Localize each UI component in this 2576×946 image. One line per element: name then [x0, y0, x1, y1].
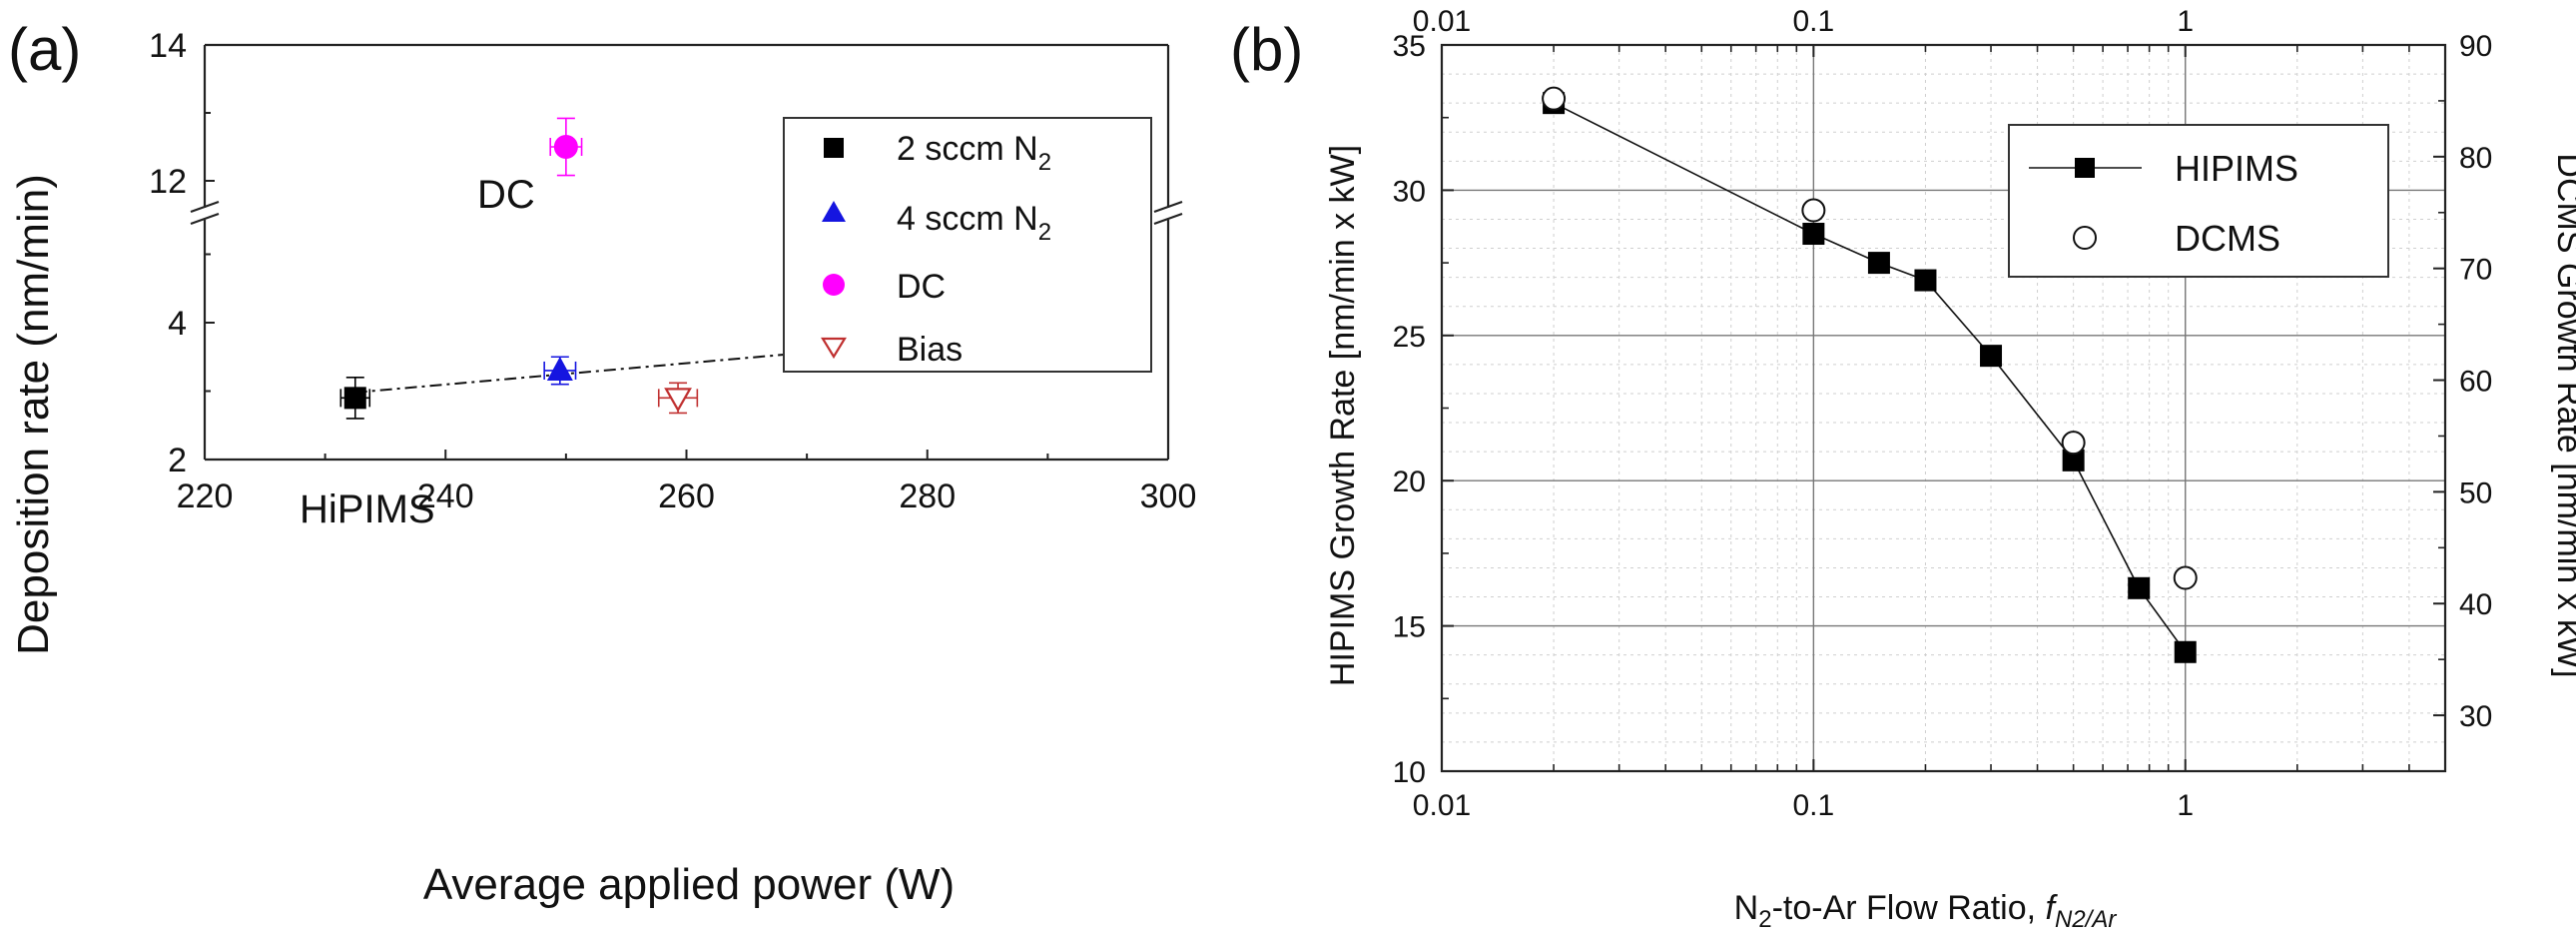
x-axis-title-b: N2-to-Ar Flow Ratio, fN2/Ar	[1734, 889, 2118, 933]
y-tick-label-a-12: 12	[149, 163, 187, 201]
x-tick-label-b-1: 1	[2177, 789, 2194, 822]
marker-dcms-0	[1542, 86, 1567, 111]
y2-tick-label-b-50: 50	[2459, 476, 2492, 509]
y2-tick-label-b-90: 90	[2459, 30, 2492, 63]
x-top-tick-label-b-0.01: 0.01	[1413, 5, 1471, 38]
marker-hipims-1	[1802, 223, 1825, 246]
legend-a-label-dc: DC	[897, 268, 946, 306]
legend-a-marker-bias	[821, 337, 847, 360]
legend-a-item-bias: Bias	[821, 331, 963, 369]
y2-axis-title-b: DCMS Growth Rate [nm/min x kW]	[2550, 153, 2576, 677]
legend-a-marker-dc	[823, 274, 845, 296]
y2-tick-label-b-80: 80	[2459, 142, 2492, 175]
marker-dcms-3	[2173, 565, 2198, 590]
panel-label-a: (a)	[8, 16, 81, 83]
y-tick-label-b-15: 15	[1393, 611, 1426, 644]
x-tick-label-a-280: 280	[899, 477, 956, 515]
marker-dcms-2	[2061, 431, 2086, 456]
y2-tick-label-b-70: 70	[2459, 254, 2492, 287]
x-top-tick-label-b-0.1: 0.1	[1793, 5, 1835, 38]
point-a-2-0	[549, 117, 583, 177]
annotation-dc: DC	[477, 173, 535, 217]
y-axis-title-a: Deposition rate (nm/min)	[9, 174, 58, 655]
legend-b-item-dcms: DCMS	[2073, 218, 2280, 259]
y-axis-title-b: HIPIMS Growth Rate [nm/min x kW]	[1324, 145, 1362, 686]
x-tick-label-a-300: 300	[1140, 477, 1197, 515]
annotation-hipims: HiPIMS	[300, 487, 435, 531]
point-a-3-0	[657, 382, 699, 415]
legend-b-box	[2008, 124, 2389, 278]
marker-hipims-7	[2174, 640, 2197, 663]
legend-a-item-dc: DC	[823, 268, 946, 306]
point-a-0-0	[339, 376, 371, 420]
legend-a-label-bias: Bias	[897, 331, 963, 369]
y2-tick-label-b-40: 40	[2459, 588, 2492, 621]
y-tick-label-a-14: 14	[149, 27, 187, 65]
legend-b-item-hipims: HIPIMS	[2029, 148, 2298, 189]
y-tick-label-a-2: 2	[168, 442, 187, 479]
legend-b-marker-dcms	[2073, 226, 2097, 250]
legend-b: HIPIMS DCMS	[2008, 124, 2389, 278]
y-tick-label-a-4: 4	[168, 305, 187, 343]
marker-hipims-4	[1980, 345, 2003, 368]
legend-b-label-hipims: HIPIMS	[2175, 148, 2298, 189]
y2-tick-label-b-30: 30	[2459, 700, 2492, 733]
marker-dcms-1	[1801, 198, 1826, 223]
y-tick-label-b-20: 20	[1393, 466, 1426, 498]
chart-a-axes	[185, 43, 1188, 462]
y-tick-label-b-25: 25	[1393, 321, 1426, 354]
chart-b: (b) 0.01 0.01 0.1 0.1 1 1 10 15 20 25 30 35 30 40 50 60…	[1230, 5, 2576, 933]
x-axis-title-a: Average applied power (W)	[423, 860, 955, 909]
panel-label-b: (b)	[1230, 16, 1303, 83]
axis-break-mark-left-1	[190, 200, 220, 214]
legend-a-box	[783, 117, 1152, 373]
marker-hipims-2	[1867, 252, 1890, 275]
axis-break-mark-right-1	[1153, 200, 1183, 214]
chart-a-ticks: 220 240 260 280 300 2 4 12 14	[149, 27, 1196, 515]
x-top-tick-label-b-1: 1	[2177, 5, 2194, 38]
legend-b-label-dcms: DCMS	[2175, 218, 2280, 259]
legend-a-marker-4sccm	[822, 201, 846, 222]
chart-a: (a) 220 240 260 280 300 2 4 12 14 DC HiPIMS Aver…	[8, 16, 1196, 909]
marker-bias	[664, 388, 692, 413]
x-tick-label-b-0.1: 0.1	[1793, 789, 1835, 822]
legend-a-label-2sccm: 2 sccm N2	[897, 130, 1051, 176]
x-tick-label-a-240: 240	[417, 477, 474, 515]
chart-b-ticks: 0.01 0.01 0.1 0.1 1 1 10 15 20 25 30 35 30 40 50 60 70 80…	[1393, 5, 2493, 822]
x-tick-label-a-260: 260	[658, 477, 715, 515]
legend-a-marker-2sccm	[824, 138, 844, 158]
y-tick-label-b-30: 30	[1393, 175, 1426, 208]
x-tick-label-a-220: 220	[177, 477, 234, 515]
marker-hipims-3	[1914, 269, 1937, 292]
marker-dc	[553, 135, 578, 159]
legend-a-item-4sccm: 4 sccm N2	[822, 200, 1051, 246]
y-tick-label-b-10: 10	[1393, 756, 1426, 789]
axis-break-mark-left-2	[190, 212, 220, 226]
chart-b-points	[1542, 86, 2198, 663]
legend-a: 2 sccm N2 4 sccm N2 DC Bias	[783, 117, 1152, 373]
marker-hipims-6	[2128, 576, 2151, 599]
point-a-1-0	[543, 356, 577, 386]
y-tick-label-b-35: 35	[1393, 30, 1426, 63]
marker-2-sccm-n2	[343, 387, 366, 410]
marker-hipims-5	[2062, 449, 2085, 472]
legend-a-item-2sccm: 2 sccm N2	[824, 130, 1051, 176]
legend-b-marker-hipims	[2075, 158, 2095, 178]
legend-a-label-4sccm: 4 sccm N2	[897, 200, 1051, 246]
y2-tick-label-b-60: 60	[2459, 366, 2492, 399]
marker-4-sccm-n2	[546, 356, 573, 381]
x-tick-label-b-0.01: 0.01	[1413, 789, 1471, 822]
axis-break-mark-right-2	[1153, 212, 1183, 226]
